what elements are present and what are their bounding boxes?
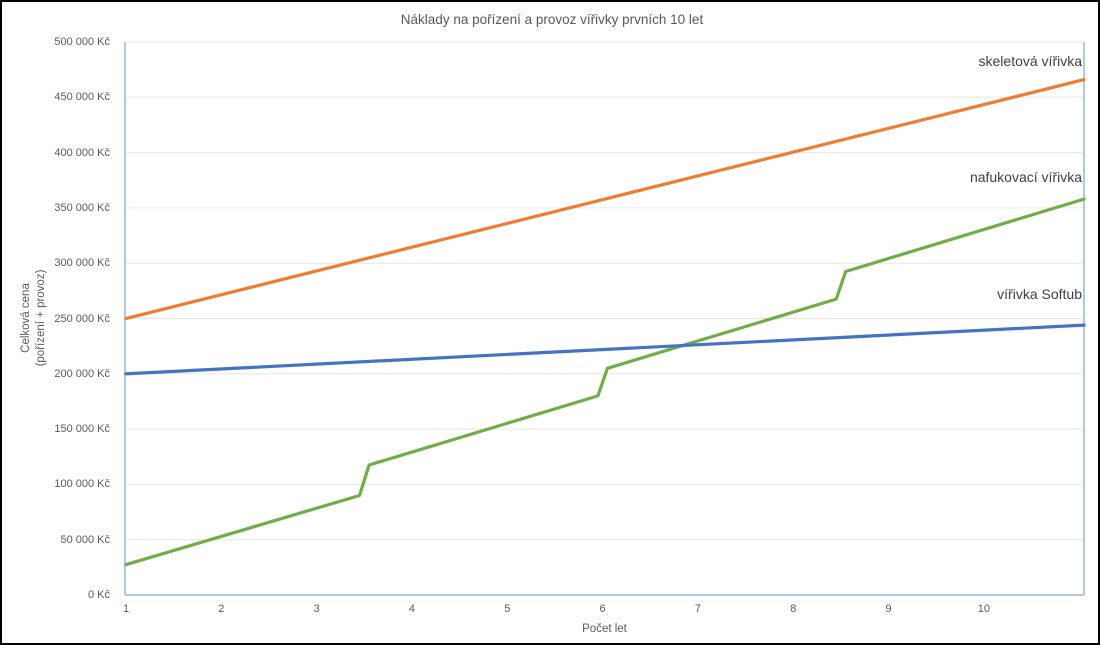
x-tick-label: 6 <box>599 603 606 615</box>
y-tick-label: 0 Kč <box>87 589 110 601</box>
y-tick-label: 100 000 Kč <box>54 478 110 491</box>
chart-title: Náklady na pořízení a provoz vířivky prv… <box>400 12 704 27</box>
y-tick-label: 450 000 Kč <box>54 91 110 104</box>
series-line-1 <box>124 197 1086 567</box>
y-tick-label: 250 000 Kč <box>54 312 110 325</box>
series-label-skeletova-virivka: skeletová vířivka <box>978 53 1082 69</box>
series-line-0 <box>124 77 1086 321</box>
y-tick-label: 50 000 Kč <box>60 533 110 546</box>
series-label-nafukovaci-virivka: nafukovací vířivka <box>969 169 1082 185</box>
x-axis-title: Počet let <box>582 623 627 635</box>
x-tick-label: 1 <box>122 603 130 615</box>
y-tick-label: 350 000 Kč <box>54 201 110 214</box>
x-tick-label: 3 <box>313 603 320 615</box>
y-axis-title: Celková cena (pořízení + provoz) <box>19 270 49 367</box>
x-tick-label: 5 <box>504 603 511 615</box>
x-tick-label: 7 <box>694 603 701 615</box>
y-tick-label: 400 000 Kč <box>54 146 110 159</box>
series-line-2 <box>124 323 1086 376</box>
y-axis-title-line2: (pořízení + provoz) <box>35 269 47 367</box>
x-tick-label: 8 <box>790 603 797 615</box>
x-tick-label: 10 <box>977 603 991 615</box>
y-axis-title-line1: Celková cena <box>20 283 32 353</box>
x-tick-label: 4 <box>408 603 416 615</box>
series-label-virivka-softub: vířivka Softub <box>997 286 1082 302</box>
x-tick-label: 9 <box>885 603 892 615</box>
y-tick-label: 300 000 Kč <box>54 257 110 270</box>
y-tick-label: 150 000 Kč <box>54 423 110 436</box>
x-tick-label: 2 <box>218 603 225 615</box>
y-tick-label: 200 000 Kč <box>54 367 110 380</box>
y-tick-label: 500 000 Kč <box>54 36 110 48</box>
